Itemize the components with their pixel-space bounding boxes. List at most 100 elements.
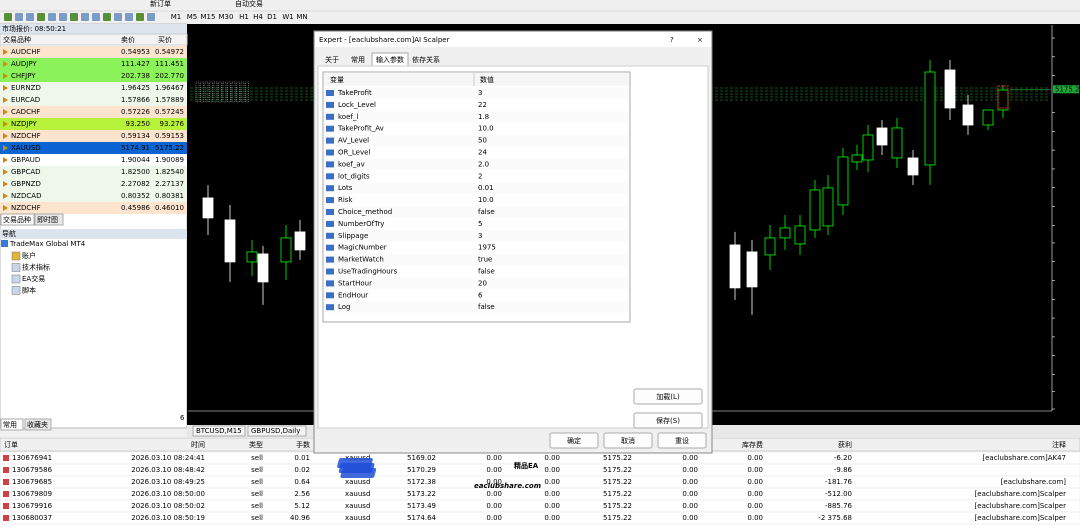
tree-item[interactable]: 脚本 <box>22 286 36 295</box>
chart-tab[interactable] <box>192 425 246 437</box>
toolbar-icon[interactable] <box>103 13 111 21</box>
dialog-button[interactable] <box>657 432 707 449</box>
panel-tab[interactable] <box>0 213 35 226</box>
param-value[interactable]: 22 <box>478 101 487 109</box>
param-row[interactable] <box>324 170 629 182</box>
navigator-root[interactable]: TradeMax Global MT4 <box>9 240 86 248</box>
quote-row[interactable] <box>0 94 187 106</box>
timeframe-button[interactable]: M1 <box>171 13 182 21</box>
timeframe-button[interactable]: H1 <box>239 13 249 21</box>
param-value[interactable]: 1.8 <box>478 113 489 121</box>
dialog-button-label[interactable]: 保存(S) <box>656 416 680 425</box>
dialog-help[interactable]: ? <box>670 36 674 44</box>
dialog-button-label[interactable]: 重设 <box>675 436 689 445</box>
dialog-tab[interactable] <box>346 53 370 66</box>
param-value[interactable]: 1975 <box>478 244 496 252</box>
quote-row[interactable] <box>0 178 187 190</box>
order-row[interactable] <box>0 511 1080 525</box>
quote-row[interactable] <box>0 118 187 130</box>
dialog-close[interactable]: × <box>697 36 703 44</box>
timeframe-button[interactable]: M5 <box>187 13 198 21</box>
param-row[interactable] <box>324 266 629 277</box>
dialog-tab[interactable] <box>410 53 442 66</box>
quote-row[interactable] <box>0 46 187 58</box>
column-header[interactable]: 库存费 <box>742 440 763 449</box>
param-value[interactable]: false <box>478 268 495 276</box>
timeframe-button[interactable]: M30 <box>219 13 234 21</box>
param-row[interactable] <box>324 87 629 99</box>
toolbar-icon[interactable] <box>59 13 67 21</box>
dialog-tab[interactable] <box>320 53 344 66</box>
param-value[interactable]: 0.01 <box>478 184 494 192</box>
toolbar-icon[interactable] <box>70 13 78 21</box>
param-row[interactable] <box>324 206 629 218</box>
column-header[interactable]: 手数 <box>296 440 310 449</box>
dialog-button-label[interactable]: 加载(L) <box>656 392 680 401</box>
param-value[interactable]: true <box>478 256 492 264</box>
param-value[interactable]: 50 <box>478 137 487 145</box>
dialog-button-label[interactable]: 确定 <box>567 436 581 445</box>
column-header[interactable]: 订单 <box>4 440 18 449</box>
param-row[interactable] <box>324 194 629 206</box>
toolbar-icon[interactable] <box>136 13 144 21</box>
param-row[interactable] <box>324 277 629 289</box>
param-row[interactable] <box>324 111 629 123</box>
param-value[interactable]: 20 <box>478 279 487 287</box>
param-row[interactable] <box>324 182 629 194</box>
dialog-tab-label[interactable]: 依存关系 <box>412 55 440 64</box>
dialog-button-label[interactable]: 取消 <box>621 436 635 445</box>
quote-row[interactable] <box>0 106 187 118</box>
quote-row[interactable] <box>0 142 187 154</box>
param-value[interactable]: 6 <box>478 291 483 299</box>
quote-row[interactable] <box>0 190 187 202</box>
toolbar-icon[interactable] <box>48 13 56 21</box>
dialog-tab-label[interactable]: 输入参数 <box>376 55 404 64</box>
param-row[interactable] <box>324 230 629 242</box>
column-header[interactable]: 类型 <box>249 440 263 449</box>
timeframe-button[interactable]: H4 <box>253 13 263 21</box>
panel-tab[interactable] <box>0 418 24 431</box>
dialog-button[interactable] <box>633 388 703 405</box>
timeframe-button[interactable]: M15 <box>201 13 216 21</box>
param-value[interactable]: 10.0 <box>478 125 494 133</box>
toolbar-icon[interactable] <box>114 13 122 21</box>
panel-tab[interactable] <box>24 418 52 431</box>
quote-row[interactable] <box>0 154 187 166</box>
param-value[interactable]: 10.0 <box>478 196 494 204</box>
param-value[interactable]: 3 <box>478 89 482 97</box>
param-row[interactable] <box>324 147 629 158</box>
param-value[interactable]: 3 <box>478 232 482 240</box>
timeframe-button[interactable]: D1 <box>267 13 277 21</box>
column-header[interactable]: 时间 <box>191 440 205 449</box>
quote-row[interactable] <box>0 82 187 94</box>
quote-row[interactable] <box>0 166 187 178</box>
param-row[interactable] <box>324 242 629 254</box>
param-value[interactable]: 5 <box>478 220 482 228</box>
timeframe-button[interactable]: MN <box>296 13 307 21</box>
dialog-button[interactable] <box>633 412 703 429</box>
quote-row[interactable] <box>0 130 187 142</box>
param-row[interactable] <box>324 301 629 313</box>
param-row[interactable] <box>324 254 629 266</box>
column-header[interactable]: 注释 <box>1052 440 1066 449</box>
toolbar-button[interactable]: 新订单 <box>150 0 171 8</box>
param-row[interactable] <box>324 135 629 147</box>
tree-item[interactable]: EA交易 <box>22 274 45 283</box>
timeframe-button[interactable]: W1 <box>282 13 293 21</box>
quote-row[interactable] <box>0 58 187 70</box>
toolbar-icon[interactable] <box>26 13 34 21</box>
chart-tab[interactable] <box>247 425 307 437</box>
param-row[interactable] <box>324 158 629 170</box>
toolbar-icon[interactable] <box>147 13 155 21</box>
param-row[interactable] <box>324 99 629 111</box>
toolbar-icon[interactable] <box>125 13 133 21</box>
dialog-tab-label[interactable]: 常用 <box>351 55 365 64</box>
quote-row[interactable] <box>0 202 187 214</box>
param-row[interactable] <box>324 289 629 301</box>
toolbar-button[interactable]: 自动交易 <box>235 0 263 8</box>
toolbar-icon[interactable] <box>37 13 45 21</box>
param-value[interactable]: false <box>478 303 495 311</box>
quote-row[interactable] <box>0 70 187 82</box>
dialog-button[interactable] <box>603 432 653 449</box>
toolbar-icon[interactable] <box>4 13 12 21</box>
